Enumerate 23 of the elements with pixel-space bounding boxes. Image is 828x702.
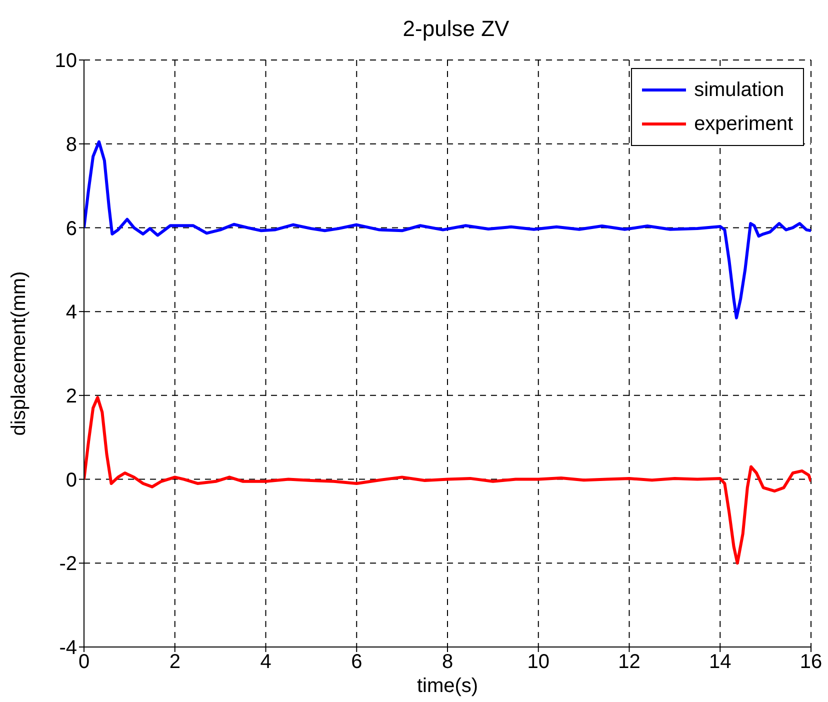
y-tick-label: 6 — [66, 218, 77, 240]
x-tick-label: 2 — [169, 651, 180, 674]
x-tick-label: 4 — [260, 651, 272, 674]
x-tick-label: 16 — [800, 651, 822, 674]
legend-label: simulation — [694, 78, 784, 103]
legend-label: experiment — [694, 112, 793, 137]
x-tick-label: 14 — [709, 651, 732, 674]
x-tick-label: 12 — [618, 651, 640, 674]
x-axis-title: time(s) — [416, 675, 478, 697]
chart-title: 2-pulse ZV — [402, 16, 510, 42]
y-tick-label: 10 — [54, 50, 77, 72]
x-tick-label: 8 — [442, 651, 454, 674]
y-tick-label: 8 — [66, 134, 77, 156]
line-series — [84, 396, 811, 565]
x-tick-label: 10 — [527, 651, 550, 674]
line-series — [84, 140, 811, 320]
y-tick-label: -2 — [59, 553, 77, 576]
y-axis-title: displacement(mm) — [8, 271, 30, 436]
y-tick-label: 4 — [66, 302, 77, 324]
y-tick-label: 2 — [66, 386, 77, 408]
x-tick-label: 6 — [351, 651, 362, 674]
y-tick-label: 0 — [66, 469, 77, 492]
y-tick-label: -4 — [59, 637, 77, 660]
